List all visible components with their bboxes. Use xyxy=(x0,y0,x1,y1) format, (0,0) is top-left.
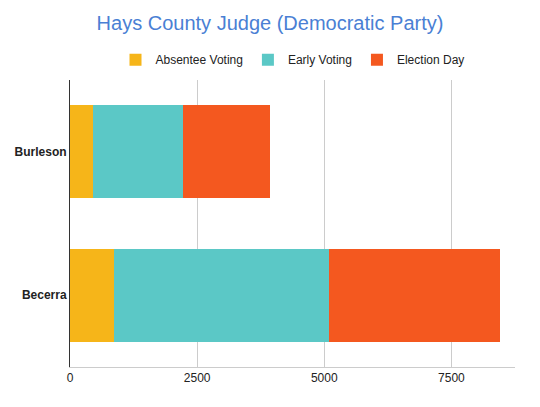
svg-text:5000: 5000 xyxy=(311,371,338,385)
svg-text:Early Voting: Early Voting xyxy=(288,53,352,67)
svg-text:Election Day: Election Day xyxy=(397,53,464,67)
svg-text:2500: 2500 xyxy=(184,371,211,385)
svg-text:Absentee Voting: Absentee Voting xyxy=(156,53,243,67)
svg-text:7500: 7500 xyxy=(438,371,465,385)
svg-text:0: 0 xyxy=(67,371,74,385)
svg-text:Hays County Judge (Democratic: Hays County Judge (Democratic Party) xyxy=(97,12,444,34)
svg-text:Becerra: Becerra xyxy=(22,288,67,302)
svg-text:Burleson: Burleson xyxy=(15,145,67,159)
